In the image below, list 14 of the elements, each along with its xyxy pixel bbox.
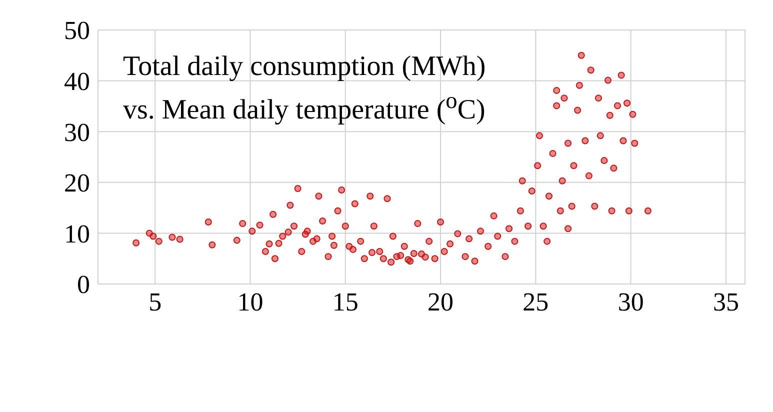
y-tick-label: 20: [64, 168, 90, 198]
x-tick-label: 10: [237, 287, 264, 316]
x-tick-label: 35: [712, 287, 739, 316]
y-tick-label: 0: [77, 270, 90, 300]
y-tick-label: 10: [64, 219, 90, 248]
x-tick-label: 5: [148, 287, 162, 316]
text: Total daily consumption (MWh) vs. Mean daily temperature ($^{o}$C): [123, 50, 487, 128]
y-tick-label: 50: [64, 16, 90, 46]
y-tick-label: 30: [64, 118, 90, 147]
x-tick-label: 20: [428, 287, 454, 316]
x-tick-label: 25: [522, 287, 549, 316]
x-tick-label: 30: [618, 287, 644, 316]
x-tick-label: 15: [332, 287, 358, 316]
y-tick-label: 40: [64, 67, 90, 96]
